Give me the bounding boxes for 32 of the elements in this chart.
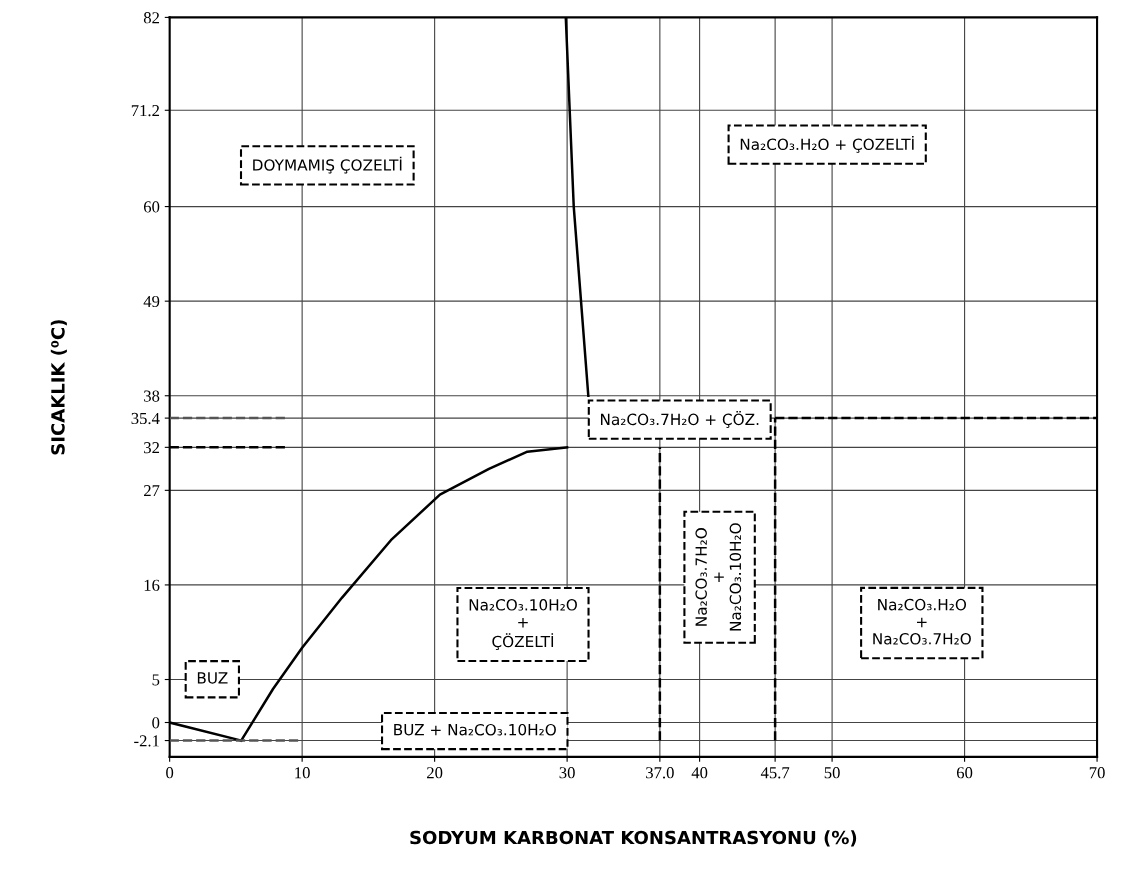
y-tick-label: 38 [144, 390, 160, 402]
annotation: BUZ + Na₂CO₃.10H₂O [394, 723, 556, 736]
y-tick-label: 32 [144, 442, 160, 454]
x-tick-label: 60 [956, 767, 973, 779]
y-tick-label: 60 [143, 201, 160, 213]
y-axis-title: SICAKLIK (⁰C) [50, 320, 67, 455]
x-tick-label: 20 [427, 767, 443, 779]
x-axis-title: SODYUM KARBONAT KONSANTRASYONU (%) [410, 830, 857, 847]
annotation: BUZ [197, 672, 228, 684]
annotation: Na₂CO₃.7H₂O + ÇÖZ. [600, 411, 759, 428]
annotation: Na₂CO₃.7H₂O + Na₂CO₃.10H₂O [695, 523, 742, 631]
annotation: Na₂CO₃.H₂O + Na₂CO₃.7H₂O [873, 598, 971, 645]
y-tick-label: 27 [143, 485, 160, 497]
y-tick-label: 49 [143, 295, 160, 308]
annotation: DOYMAMIŞ ÇOZELTİ [253, 156, 402, 174]
x-tick-label: 40 [691, 767, 708, 779]
x-tick-label: 10 [295, 767, 310, 779]
x-tick-label: 45.7 [760, 767, 790, 779]
x-tick-label: 0 [166, 767, 174, 779]
y-tick-label: 35.4 [131, 412, 160, 425]
y-tick-label: 0 [152, 717, 160, 729]
y-tick-label: 5 [152, 674, 160, 686]
y-tick-label: -2.1 [134, 735, 159, 747]
x-tick-label: 30 [559, 767, 575, 779]
y-tick-label: 71.2 [131, 105, 160, 117]
y-tick-label: 16 [144, 579, 160, 591]
annotation: Na₂CO₃.10H₂O + ÇÖZELTİ [469, 599, 577, 651]
x-tick-label: 70 [1089, 767, 1105, 779]
y-tick-label: 82 [143, 12, 160, 24]
x-tick-label: 50 [824, 767, 840, 779]
annotation: Na₂CO₃.H₂O + ÇOZELTİ [740, 135, 914, 153]
x-tick-label: 37.0 [646, 767, 674, 779]
